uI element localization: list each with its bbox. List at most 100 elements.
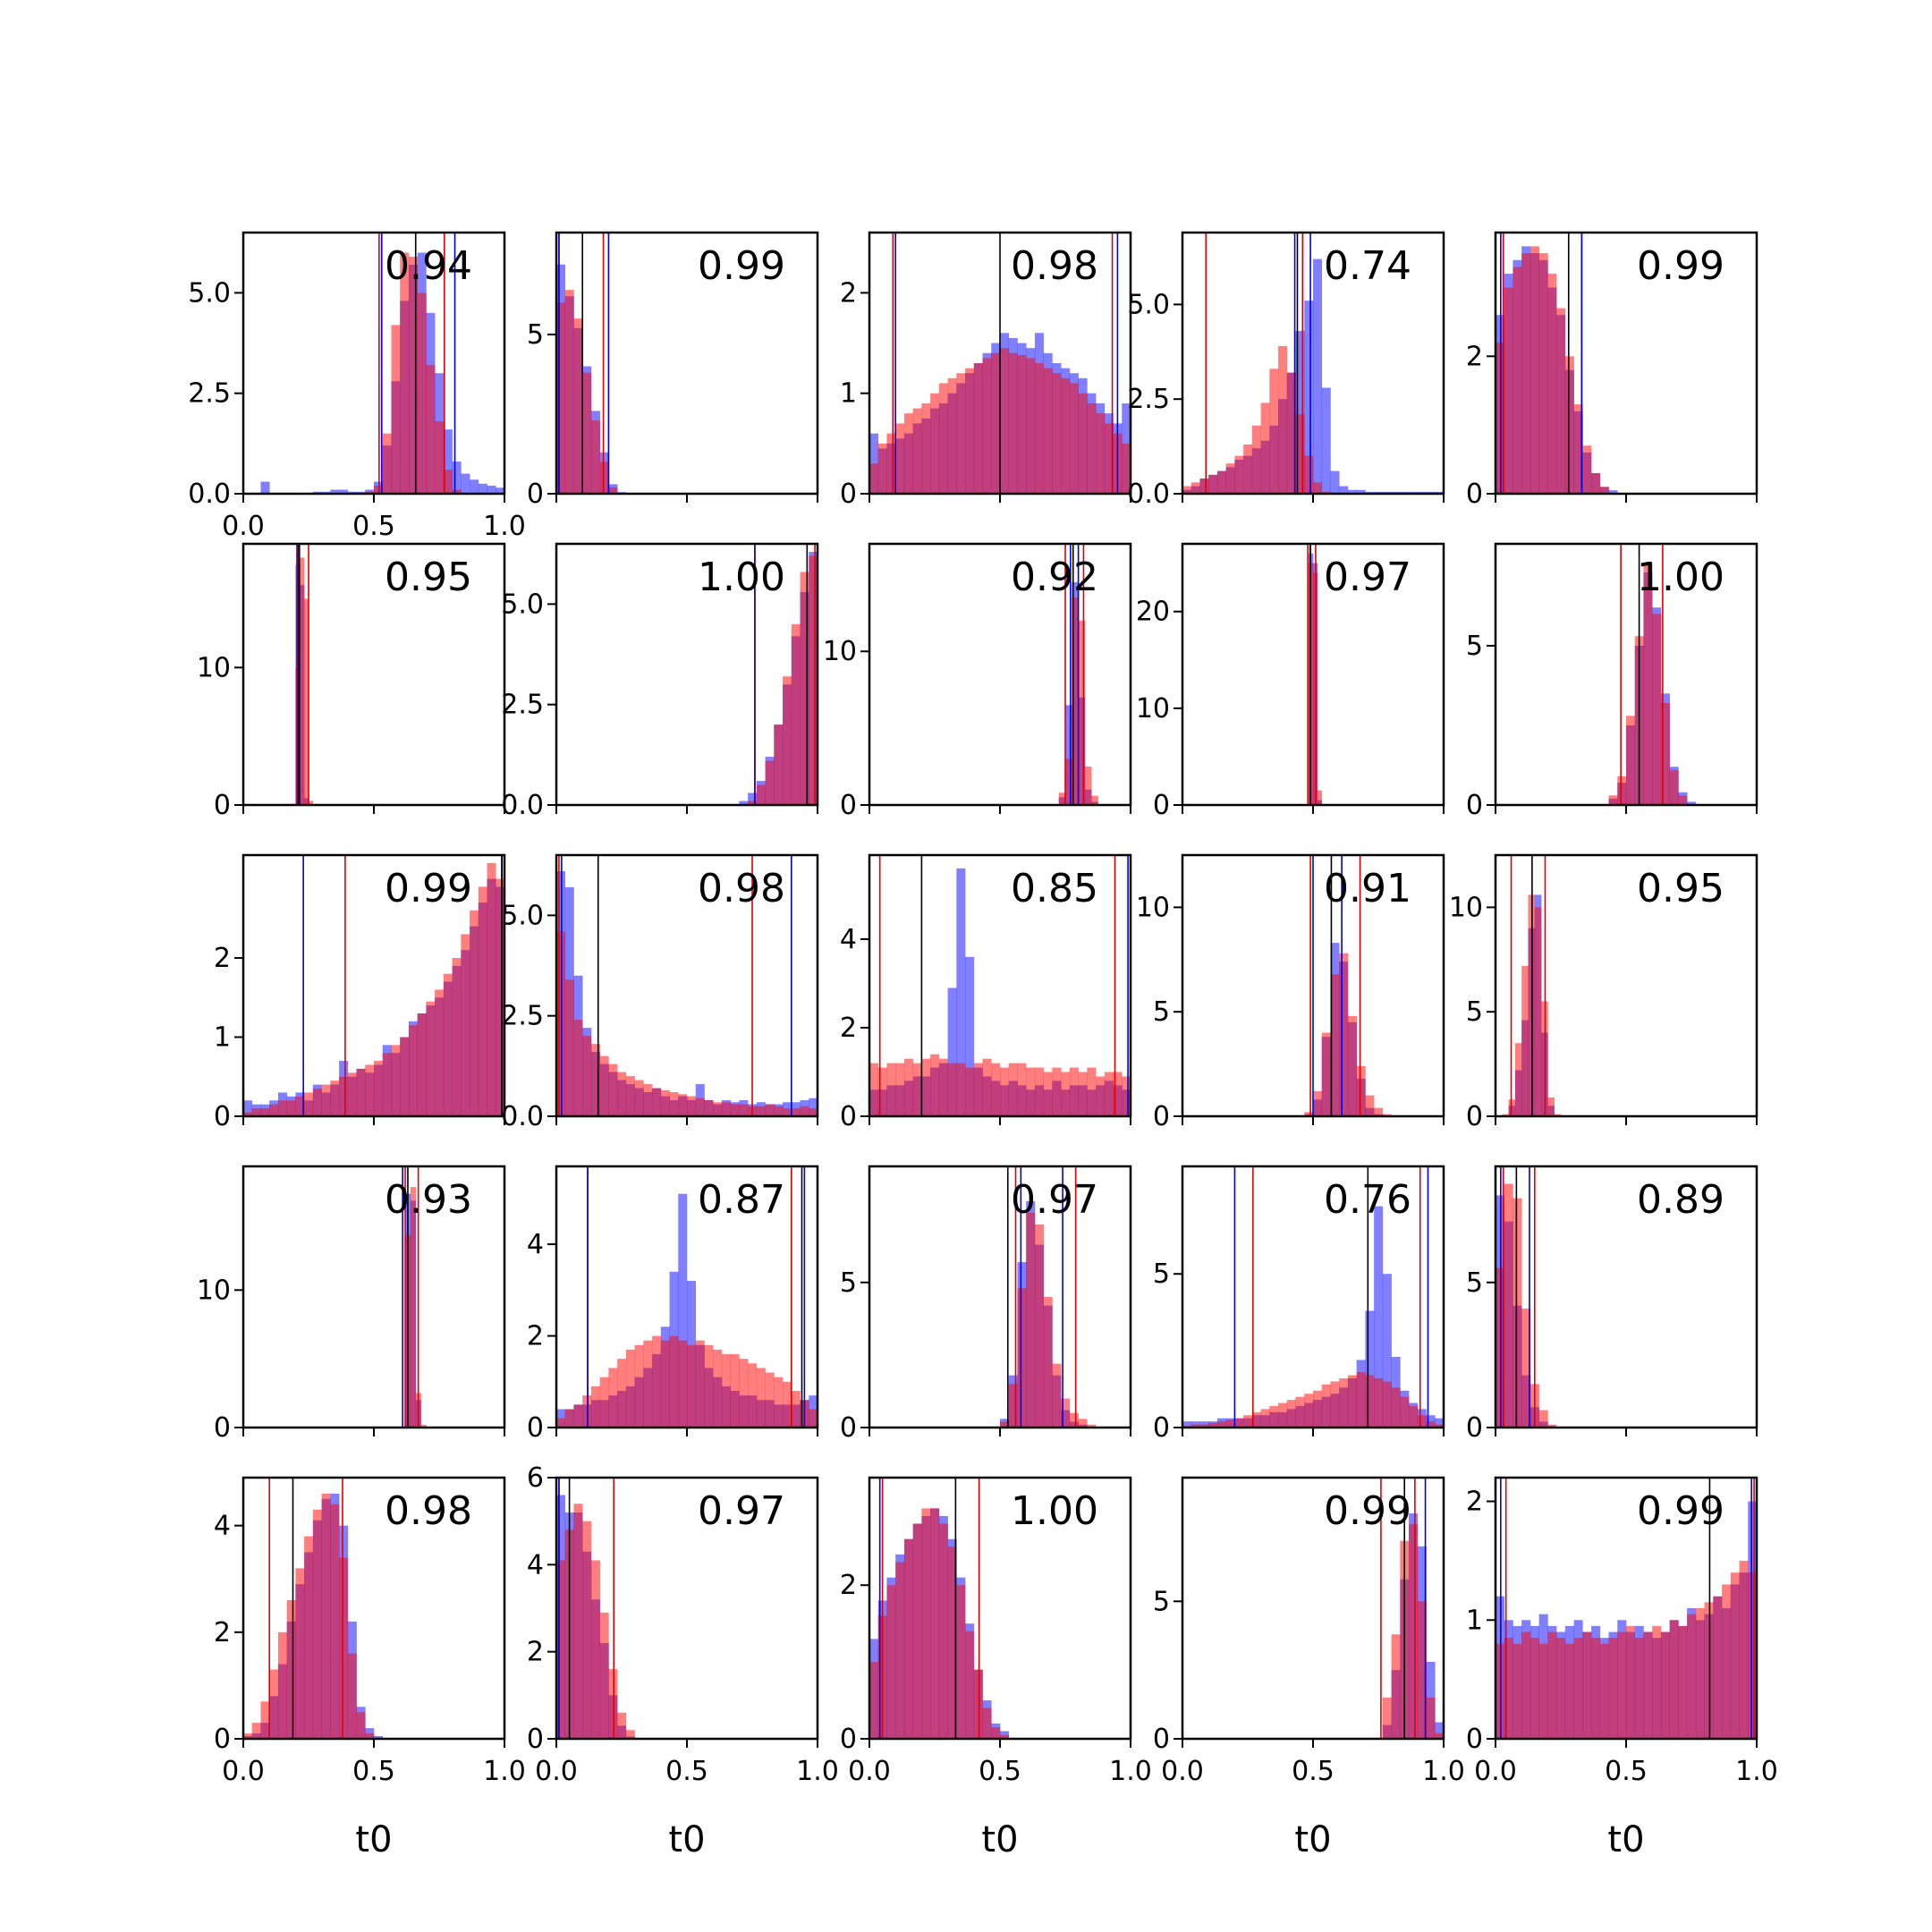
panel-4-2-ytick-label: 2 <box>840 1570 857 1601</box>
panel-4-4-bar-red <box>1730 1572 1740 1739</box>
panel-3-3-series-red <box>1182 1372 1444 1428</box>
panel-4-4-bar-red <box>1530 1638 1539 1739</box>
panel-0-1-bar-red <box>608 487 618 494</box>
panel-3-3-bar-blue <box>1365 1310 1375 1428</box>
panel-3-1-bar-red <box>599 1377 609 1428</box>
panel-2-4-ytick-label: 0 <box>1466 1101 1483 1132</box>
panel-1-4-bar-red <box>1617 775 1627 805</box>
panel-3-3-bar-red <box>1243 1415 1253 1428</box>
panel-3-1-bar-red <box>643 1340 653 1428</box>
panel-3-3-bar-red <box>1191 1424 1200 1428</box>
panel-2-1-bar-red <box>800 1106 809 1116</box>
panel-3-1-bar-red <box>774 1377 784 1428</box>
panel-0-2-bar-red <box>1026 358 1036 494</box>
panel-0-2-score-label: 0.98 <box>1011 243 1098 289</box>
x-axis-label: t0 <box>355 1819 392 1860</box>
panel-3-2-series-red <box>1000 1212 1097 1428</box>
panel-4-0-bar-red <box>260 1701 270 1739</box>
panel-0-2-bar-red <box>965 368 975 494</box>
panel-3-1-bar-red <box>634 1344 644 1428</box>
panel-4-2-bar-red <box>886 1585 896 1739</box>
panel-4-0-bar-red <box>286 1600 296 1739</box>
panel-3-3-bar-red <box>1382 1381 1392 1428</box>
panel-2-1-bar-red <box>678 1094 688 1116</box>
panel-4-4-xtick-label: 1.0 <box>1735 1756 1778 1787</box>
panel-1-1-bar-red <box>783 676 792 805</box>
panel-2-2-bar-red <box>1008 1063 1018 1116</box>
panel-0-2-bar-red <box>1008 352 1018 494</box>
panel-0-2-vlines <box>892 233 1119 494</box>
panel-0-4-bar-red <box>1530 246 1539 494</box>
panel-0-2-bar-red <box>1034 363 1044 494</box>
panel-2-2-bar-blue <box>947 987 957 1116</box>
panel-1-1-bar-red <box>800 572 809 805</box>
panel-3-2-bar-red <box>1087 1424 1097 1428</box>
panel-0-3-ytick-label: 5.0 <box>1127 289 1170 320</box>
panel-3-3-bar-red <box>1295 1396 1305 1428</box>
panel-1-1-series-red <box>748 555 818 805</box>
panel-3-4-bars <box>1496 1183 1557 1428</box>
panel-0-2-bar-red <box>1043 368 1053 494</box>
panel-2-0-bar-red <box>260 1108 270 1116</box>
panel-1-0-ytick-label: 0 <box>214 790 231 821</box>
panel-3-4-bar-red <box>1504 1183 1513 1428</box>
panel-0-2-ytick-label: 2 <box>840 277 857 309</box>
panel-1-1-bars <box>739 551 818 805</box>
panel-4-1-ytick-label: 6 <box>527 1462 544 1494</box>
panel-0-2-bar-red <box>1122 443 1131 494</box>
panel-1-1-ytick-label: 5.0 <box>501 589 544 620</box>
panel-2-1-bar-red <box>739 1104 749 1116</box>
panel-1-4-vlines <box>1620 544 1664 805</box>
panel-4-0-bar-red <box>339 1557 349 1739</box>
panel-4-4-ytick-label: 2 <box>1466 1487 1483 1518</box>
panel-3-0-bar-red <box>410 1187 417 1428</box>
panel-0-0-ytick-label: 2.5 <box>188 378 231 410</box>
panel-2-2-bar-blue <box>956 868 966 1116</box>
panel-2-0-score-label: 0.99 <box>385 866 472 911</box>
panel-4-2-xtick-label: 0.0 <box>848 1756 891 1787</box>
panel-2-0-bar-red <box>470 910 479 1116</box>
panel-4-4-bar-red <box>1521 1631 1531 1739</box>
panel-2-2-bar-red <box>1096 1076 1106 1116</box>
panel-0-2-bar-red <box>1104 423 1114 494</box>
panel-3-3-bar-red <box>1435 1424 1444 1428</box>
panel-2-4-ytick-label: 5 <box>1466 996 1483 1028</box>
panel-2-0-bar-red <box>382 1053 392 1116</box>
panel-3-3-bar-red <box>1251 1411 1261 1428</box>
panel-4-0-bar-red <box>365 1733 375 1739</box>
panel-2-0-bar-red <box>304 1092 314 1116</box>
panel-0-3-bar-red <box>1260 402 1270 494</box>
panel-2-2-bar-red <box>877 1067 887 1116</box>
panel-0-1-score-label: 0.99 <box>698 243 785 289</box>
panel-0-0-xtick-label: 0.5 <box>352 511 395 542</box>
panel-2-1-series-red <box>556 931 818 1116</box>
panel-2-3-vlines <box>1309 855 1361 1116</box>
panel-2-3-score-label: 0.91 <box>1324 866 1411 911</box>
panel-0-1-bars <box>556 264 627 494</box>
panel-2-0-bar-red <box>417 1013 427 1116</box>
panel-4-3-ytick-label: 0 <box>1153 1724 1170 1755</box>
panel-0-0-bar-red <box>452 489 462 494</box>
panel-3-2-ytick-label: 5 <box>840 1267 857 1299</box>
panel-2-4-ytick-label: 10 <box>1449 892 1483 923</box>
panel-2-1-bar-red <box>669 1092 679 1116</box>
panel-0-0-ytick-label: 5.0 <box>188 277 231 309</box>
panel-2-0-bars <box>243 862 504 1116</box>
panel-3-1-bar-blue <box>678 1193 688 1428</box>
panel-2-1-bar-blue <box>809 1097 818 1116</box>
panel-0-0-xtick-label: 1.0 <box>483 511 526 542</box>
panel-2-0-bar-red <box>400 1037 410 1116</box>
panel-4-4-bar-red <box>1564 1643 1574 1739</box>
panel-0-2-bar-red <box>1017 355 1027 494</box>
panel-2-2-series-red <box>869 1054 1131 1116</box>
panel-3-1-score-label: 0.87 <box>698 1177 785 1223</box>
panel-2-3-series-red <box>1304 953 1392 1116</box>
panel-4-4-bar-red <box>1687 1614 1697 1739</box>
panel-4-4-score-label: 0.99 <box>1637 1488 1724 1534</box>
panel-1-4-ytick-label: 0 <box>1466 790 1483 821</box>
panel-2-2-bar-red <box>1061 1072 1071 1116</box>
panel-4-1-bar-red <box>599 1612 609 1739</box>
panel-1-1-bar-blue <box>739 801 749 805</box>
panel-3-3-bars <box>1182 1206 1444 1428</box>
panel-2-2-bar-red <box>973 1063 983 1116</box>
